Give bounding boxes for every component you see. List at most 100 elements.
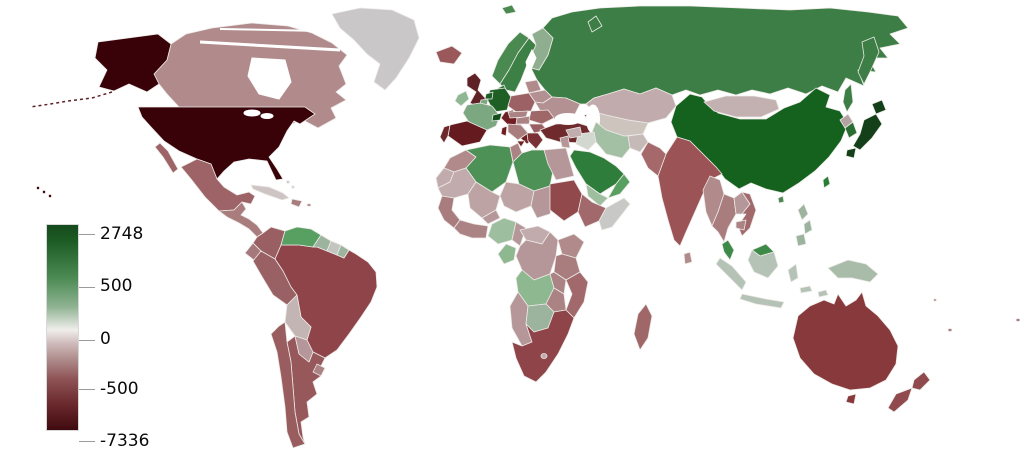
island-hokkaido-japan — [871, 99, 887, 115]
region-senegal-guinea — [437, 195, 461, 229]
tick-label: -500 — [100, 378, 139, 399]
island-java-indonesia — [739, 293, 785, 309]
hudson-bay — [247, 57, 292, 100]
country-sudan — [549, 179, 583, 222]
country-netherlands — [484, 91, 494, 100]
country-paraguay — [294, 335, 314, 363]
island-taiwan — [822, 175, 831, 189]
black-sea — [554, 113, 582, 125]
region-kamchatka-russia — [857, 36, 880, 85]
country-south-korea — [844, 121, 858, 139]
island-sumatra-indonesia — [715, 257, 747, 291]
country-mali — [467, 181, 501, 219]
hawaii-usa — [42, 189, 47, 194]
country-iceland — [435, 45, 463, 65]
continent-europe — [435, 4, 909, 150]
country-pakistan — [640, 141, 667, 177]
country-guyana — [312, 234, 332, 252]
continent-asia — [559, 87, 887, 265]
islands-svalbard — [501, 4, 517, 15]
islands-visayas-philippines — [803, 219, 813, 235]
region-french-guiana — [336, 244, 350, 259]
tick-label: 0 — [100, 329, 111, 350]
country-mexico-baja — [154, 142, 179, 174]
island-madagascar — [633, 303, 653, 351]
island-honshu-japan — [852, 113, 883, 151]
country-algeria — [465, 144, 514, 193]
island-mindanao-philippines — [795, 233, 807, 247]
islands-bahamas — [285, 180, 290, 184]
country-australia — [792, 291, 899, 391]
island-hispaniola — [290, 198, 303, 208]
region-central-america — [218, 201, 264, 238]
region-baltic-states — [524, 79, 542, 94]
country-mexico — [180, 158, 256, 212]
tick-line — [79, 286, 95, 288]
country-alaska-usa — [94, 33, 172, 93]
islands-lesser-sunda — [799, 285, 813, 294]
country-mozambique — [565, 271, 589, 319]
arctic-channel — [219, 28, 323, 32]
island-sakhalin-russia — [842, 83, 854, 113]
country-uruguay — [312, 363, 326, 377]
country-switzerland — [491, 112, 503, 122]
region-ivory-coast-ghana — [453, 219, 489, 239]
island-sulawesi-indonesia — [787, 263, 799, 283]
country-lesotho — [540, 353, 548, 359]
country-oman — [607, 173, 631, 199]
country-usa — [137, 106, 316, 181]
country-cambodia — [735, 219, 747, 231]
islands-maluku — [817, 289, 829, 298]
country-egypt — [543, 147, 575, 181]
country-india — [657, 136, 723, 247]
region-balkans — [507, 123, 529, 141]
island-sicily-italy — [516, 140, 526, 148]
islands-novaya-zemlya — [587, 15, 603, 33]
country-ireland — [454, 90, 470, 107]
country-greenland — [331, 7, 420, 91]
country-zambia — [549, 271, 567, 295]
islands-bahamas — [291, 185, 295, 189]
tick-label: 2748 — [100, 223, 144, 244]
islands-pacific — [947, 328, 953, 332]
continent-africa — [435, 142, 653, 383]
island-north-new-zealand — [911, 371, 931, 391]
country-cameroon — [511, 221, 527, 247]
country-syria — [565, 126, 583, 139]
country-mongolia — [703, 95, 780, 118]
country-burkina-faso — [481, 209, 501, 225]
country-chile — [270, 321, 306, 449]
region-borneo-indonesia — [747, 249, 779, 279]
gulf-of-bothnia — [525, 48, 537, 76]
island-puerto-rico — [306, 203, 312, 207]
tick-line — [79, 389, 95, 391]
island-sri-lanka — [683, 251, 693, 265]
tick-label: 500 — [100, 276, 133, 297]
country-greece — [526, 132, 544, 150]
region-israel-jordan — [559, 135, 571, 149]
region-gabon-congo — [497, 243, 517, 265]
hawaii-usa — [36, 185, 41, 190]
island-sardinia-italy — [500, 125, 508, 137]
island-kyushu-japan — [845, 147, 857, 159]
islands-pacific — [933, 298, 937, 302]
tick-line — [79, 441, 95, 442]
region-southeast-asia-oceania — [702, 175, 1021, 413]
country-south-africa — [511, 309, 575, 383]
aleutian-islands — [29, 91, 113, 108]
continent-south-america — [244, 226, 378, 449]
hawaii-usa — [48, 193, 53, 198]
country-portugal — [439, 124, 451, 144]
country-somalia — [598, 197, 631, 231]
country-malaysia-peninsula — [721, 239, 735, 261]
island-hainan-china — [777, 195, 785, 204]
island-new-guinea — [827, 259, 879, 283]
tick-label: -7336 — [100, 430, 150, 451]
region-kenya-uganda — [557, 233, 585, 259]
country-romania — [528, 109, 555, 125]
tick-line — [79, 339, 95, 341]
great-lakes — [243, 109, 261, 117]
islands-pacific — [1015, 318, 1021, 322]
island-tasmania-australia — [845, 393, 857, 405]
